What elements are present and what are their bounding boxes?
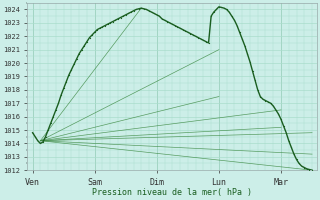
X-axis label: Pression niveau de la mer( hPa ): Pression niveau de la mer( hPa ) [92,188,252,197]
